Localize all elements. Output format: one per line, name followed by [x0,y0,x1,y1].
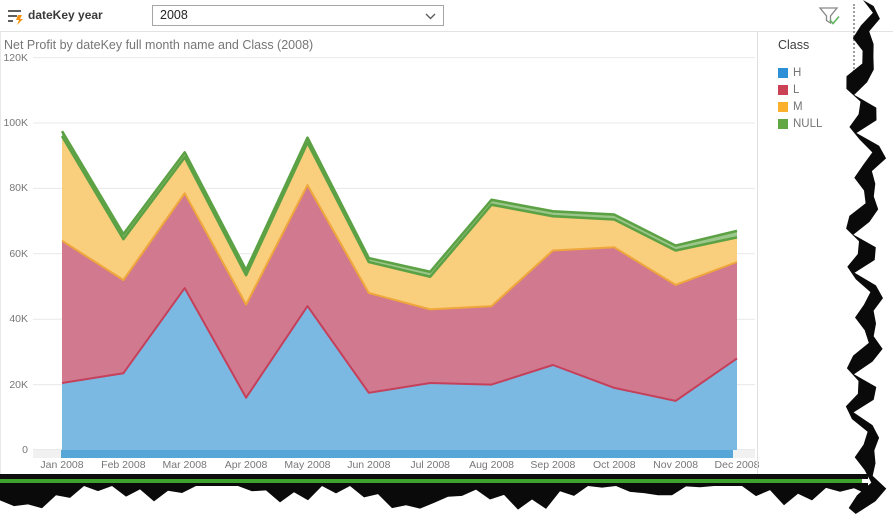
slicer-dropdown[interactable]: 2008 [152,5,444,26]
legend-swatch [778,67,788,78]
legend-item-H[interactable]: H [778,64,822,81]
visual-left-border [0,32,1,474]
x-axis-label: Sep 2008 [530,459,576,471]
slicer-lines-bolt-icon [8,10,23,25]
legend-separator [757,32,758,474]
y-axis-label: 100K [3,117,28,129]
series-line [60,130,738,274]
x-axis-label: Dec 2008 [714,459,760,471]
selection-dotted-border [853,4,855,72]
legend-label: L [793,83,800,96]
legend: H L M NULL [778,64,822,132]
legend-item-L[interactable]: L [778,81,822,98]
x-axis-label: Jun 2008 [347,459,391,471]
y-axis-label: 80K [9,182,28,195]
series-line [60,135,738,278]
y-axis-label: 0 [22,444,28,456]
y-axis-label: 60K [9,247,28,260]
slicer-selected-value: 2008 [160,8,188,22]
x-axis-label: Aug 2008 [469,459,515,471]
legend-label: NULL [793,117,823,130]
legend-swatch [778,118,788,129]
bottom-black-band [0,474,868,479]
area-band-L[interactable] [62,185,737,401]
legend-title: Class [778,38,810,52]
chart-title: Net Profit by dateKey full month name an… [4,38,314,52]
legend-label: H [793,66,802,79]
filter-funnel-check-icon[interactable] [818,6,842,28]
slicer-header: dateKey year 2008 [0,0,893,32]
x-axis-label: Jul 2008 [410,459,451,471]
x-axis-label: Mar 2008 [162,459,207,471]
y-axis-label: 120K [3,51,28,64]
slicer-title: dateKey year [28,8,103,22]
y-axis-label: 40K [9,313,28,326]
legend-item-NULL[interactable]: NULL [778,115,822,132]
series-line [61,287,738,402]
x-axis-label: Apr 2008 [224,459,268,471]
chevron-down-icon[interactable] [425,13,436,20]
scrollbar-thumb[interactable] [61,450,733,458]
x-axis-label: May 2008 [284,459,331,471]
bottom-green-stripe [0,479,862,483]
x-axis-label: Jan 2008 [40,459,84,471]
series-line [61,184,738,311]
x-axis-label: Oct 2008 [592,459,636,471]
y-axis-label: 20K [9,378,28,391]
area-band-M[interactable] [62,136,737,310]
legend-label: M [793,100,803,113]
area-band-H[interactable] [62,288,737,450]
legend-item-M[interactable]: M [778,98,822,115]
area-chart-plot[interactable] [33,50,755,460]
x-axis-label: Nov 2008 [653,459,699,471]
legend-swatch [778,101,788,112]
horizontal-scrollbar[interactable] [33,450,755,458]
x-axis-label: Feb 2008 [101,459,146,471]
legend-swatch [778,84,788,95]
